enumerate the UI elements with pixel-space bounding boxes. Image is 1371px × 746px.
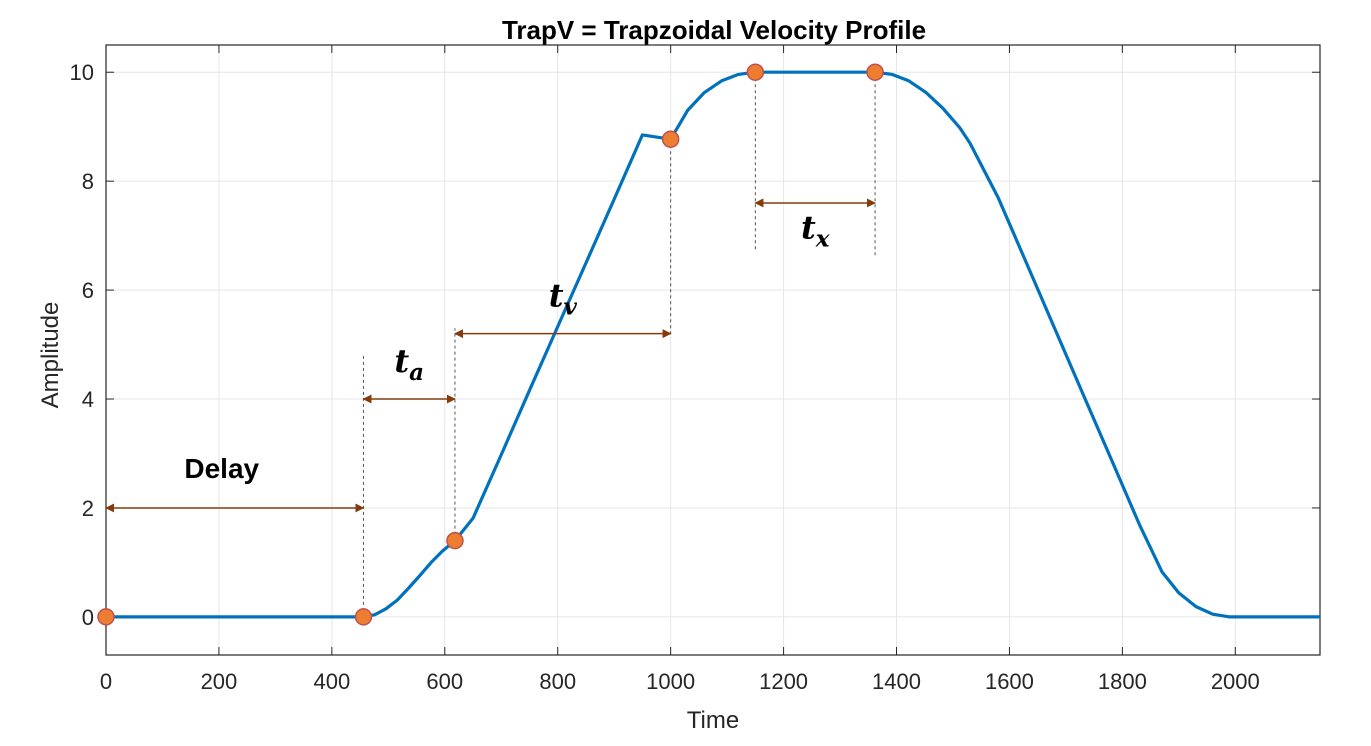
x-tick-label: 1400 bbox=[872, 669, 921, 694]
x-tick-label: 400 bbox=[314, 669, 351, 694]
y-tick-labels: 0 2 4 6 8 10 bbox=[70, 60, 1320, 630]
data-marker bbox=[97, 608, 115, 626]
y-tick-label: 4 bbox=[82, 387, 94, 412]
y-tick-label: 2 bbox=[82, 496, 94, 521]
x-tick-label: 1600 bbox=[985, 669, 1034, 694]
data-marker bbox=[661, 130, 680, 148]
annotation-label-ta: ta bbox=[394, 342, 424, 386]
x-tick-label: 1800 bbox=[1098, 669, 1147, 694]
markers bbox=[97, 63, 884, 626]
y-tick-label: 8 bbox=[82, 169, 94, 194]
annotation-label-delay: Delay bbox=[184, 453, 259, 484]
y-tick-label: 10 bbox=[70, 60, 94, 85]
x-tick-label: 2000 bbox=[1211, 669, 1260, 694]
annotations: Delay ta tv tx bbox=[105, 198, 876, 513]
x-tick-label: 1000 bbox=[646, 669, 695, 694]
x-tick-label: 800 bbox=[539, 669, 576, 694]
x-tick-label: 200 bbox=[201, 669, 238, 694]
data-marker bbox=[746, 63, 765, 81]
x-tick-label: 0 bbox=[100, 669, 112, 694]
chart-title: TrapV = Trapzoidal Velocity Profile bbox=[502, 15, 926, 45]
x-tick-label: 600 bbox=[426, 669, 463, 694]
series-layer bbox=[106, 70, 1320, 619]
y-tick-label: 0 bbox=[82, 605, 94, 630]
annotation-label-tv: tv bbox=[549, 276, 578, 320]
grid bbox=[105, 45, 1320, 655]
data-marker bbox=[866, 63, 884, 81]
y-tick-label: 6 bbox=[82, 278, 94, 303]
data-marker bbox=[446, 531, 464, 550]
series-line bbox=[106, 70, 1320, 619]
x-tick-label: 1200 bbox=[759, 669, 808, 694]
data-marker bbox=[354, 608, 373, 626]
x-tick-labels: 0 200 400 600 800 1000 1200 1400 1600 1800 2000 bbox=[100, 45, 1260, 694]
annotation-label-tx: tx bbox=[801, 208, 830, 252]
y-axis-label: Amplitude bbox=[37, 302, 64, 409]
x-axis-label: Time bbox=[687, 707, 739, 734]
guide-lines bbox=[362, 72, 876, 617]
plot-area-frame bbox=[105, 44, 1321, 656]
